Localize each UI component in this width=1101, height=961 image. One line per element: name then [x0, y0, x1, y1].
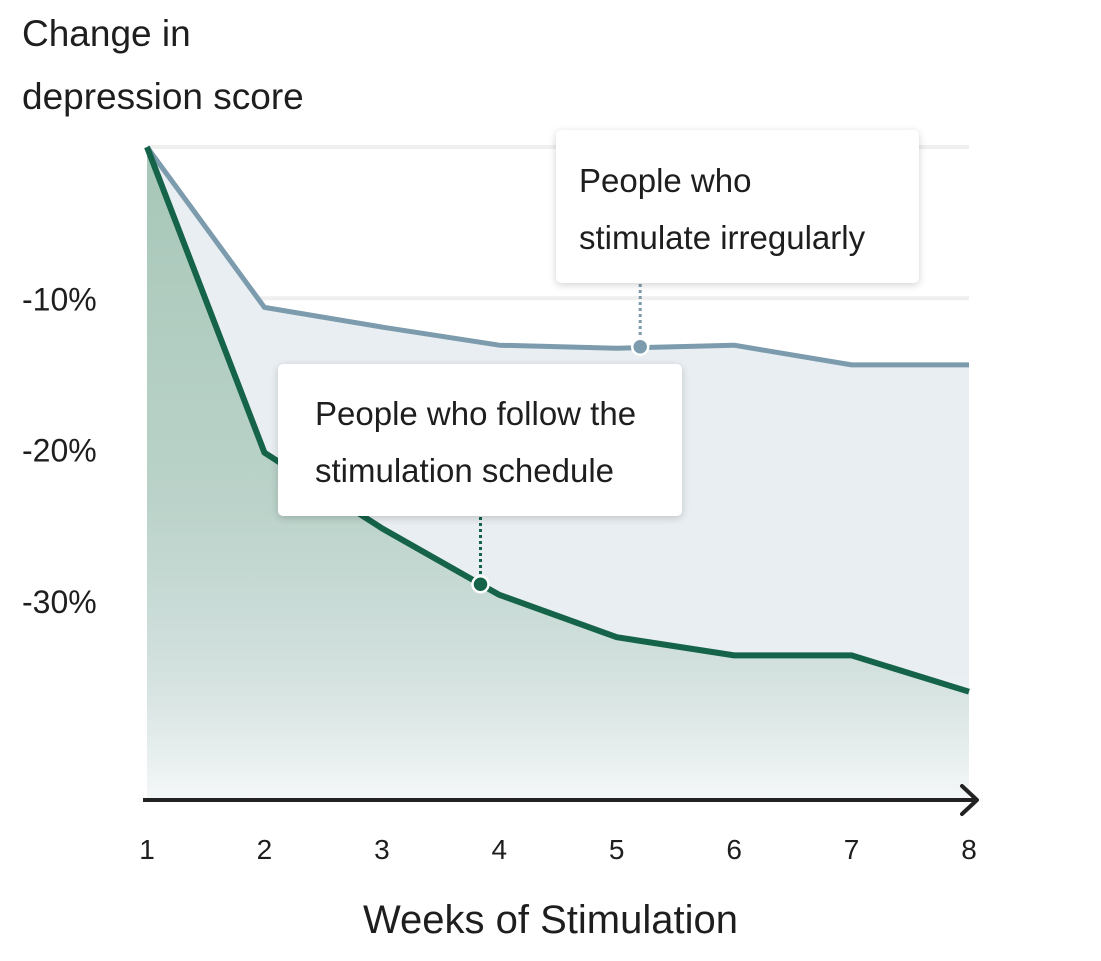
x-tick-label: 7 [844, 834, 860, 865]
x-axis [143, 784, 979, 816]
x-tick-label: 4 [491, 834, 507, 865]
callout-irregular-line-2: stimulate irregularly [579, 219, 866, 256]
callout-schedule-line-1: People who follow the [315, 395, 637, 432]
y-tick-label: -20% [22, 433, 97, 469]
irregular-highlight-point [630, 337, 650, 356]
schedule-highlight-point [471, 575, 490, 594]
callout-irregular: People who stimulate irregularly [556, 130, 919, 283]
x-tick-label: 5 [609, 834, 625, 865]
callout-irregular-line-1: People who [579, 162, 752, 199]
y-tick-label: -10% [22, 281, 97, 317]
x-tick-label: 1 [139, 834, 155, 865]
x-tick-label: 2 [257, 834, 273, 865]
x-axis-arrow-icon [960, 784, 979, 816]
y-axis-title-line-2: depression score [22, 76, 304, 117]
callout-schedule: People who follow the stimulation schedu… [278, 364, 682, 516]
irregular-series-line [144, 145, 969, 368]
tick-labels: -10% -20% -30% 1 2 3 4 5 6 7 8 [22, 281, 977, 865]
schedule-area [147, 147, 969, 800]
y-axis-title-line-1: Change in [22, 13, 191, 54]
y-tick-label: -30% [22, 584, 97, 620]
x-axis-title: Weeks of Stimulation [363, 898, 738, 942]
callout-connectors [471, 284, 650, 594]
x-tick-label: 6 [726, 834, 742, 865]
x-tick-label: 8 [961, 834, 977, 865]
x-tick-label: 3 [374, 834, 390, 865]
callout-schedule-line-2: stimulation schedule [315, 452, 614, 489]
